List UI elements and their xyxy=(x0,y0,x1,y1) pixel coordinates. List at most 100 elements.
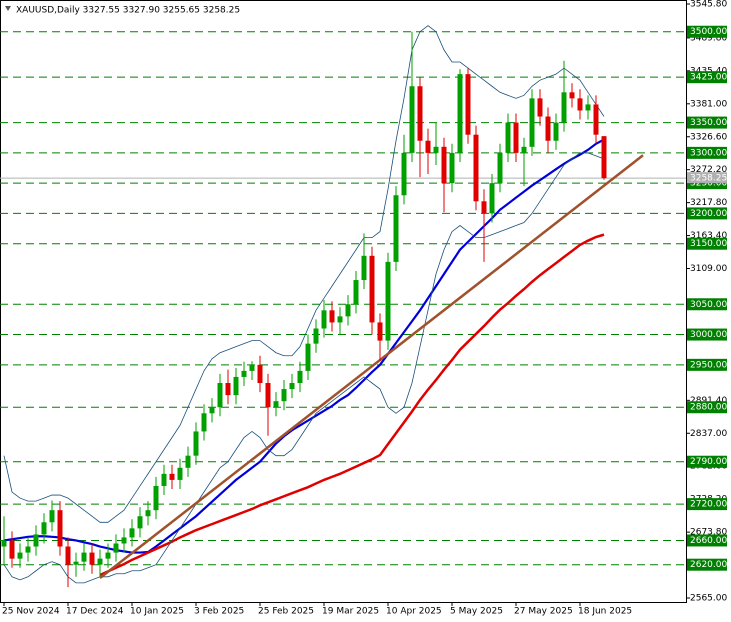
y-tick-label: 3109.00 xyxy=(690,264,727,274)
candle-body xyxy=(185,455,191,468)
x-tick-label: 25 Feb 2025 xyxy=(258,607,314,617)
current-price-label: 3258.25 xyxy=(690,174,727,184)
candle-body xyxy=(369,255,375,323)
candle-body xyxy=(89,552,95,565)
candle-body xyxy=(273,401,279,408)
plot-frame xyxy=(0,0,687,603)
candle-body xyxy=(337,316,343,323)
candle-body xyxy=(257,364,263,384)
candle-body xyxy=(497,152,503,184)
y-tick-label: 2837.00 xyxy=(690,429,727,439)
level-label-box xyxy=(687,498,727,511)
candle-body xyxy=(233,376,239,396)
candle-body xyxy=(505,122,511,153)
candle-body xyxy=(449,152,455,184)
level-label: 2950.00 xyxy=(690,360,727,370)
y-tick-label: 3217.80 xyxy=(690,198,727,208)
candle-body xyxy=(569,92,575,99)
candle-body xyxy=(121,537,127,544)
level-label: 3000.00 xyxy=(690,330,727,340)
candle-body xyxy=(217,383,223,408)
candle-body xyxy=(225,383,231,396)
candle-body xyxy=(105,552,111,559)
candle-body xyxy=(577,98,583,111)
candle-body xyxy=(49,510,55,523)
x-tick-label: 10 Jan 2025 xyxy=(130,607,184,617)
level-label-box xyxy=(687,401,727,414)
level-label-box xyxy=(687,558,727,571)
candle-body xyxy=(529,98,535,147)
candle-body xyxy=(137,516,143,529)
candle-body xyxy=(161,473,167,486)
level-label: 2790.00 xyxy=(690,457,727,467)
indicator-line xyxy=(3,152,605,584)
x-tick-label: 17 Dec 2024 xyxy=(66,607,124,617)
level-label-box xyxy=(687,116,727,129)
level-label: 3150.00 xyxy=(690,239,727,249)
candle-body xyxy=(249,364,255,371)
indicator-line xyxy=(99,233,605,577)
candle-body xyxy=(65,546,71,565)
candle-body xyxy=(481,201,487,214)
candle-body xyxy=(513,122,519,153)
level-label: 3300.00 xyxy=(690,148,727,158)
candle-body xyxy=(545,116,551,141)
y-tick-label: 2565.00 xyxy=(690,594,727,604)
level-label-box xyxy=(687,358,727,371)
level-label: 3050.00 xyxy=(690,300,727,310)
candle-body xyxy=(521,146,527,153)
level-label: 2880.00 xyxy=(690,403,727,413)
y-tick-label: 3489.80 xyxy=(690,33,727,43)
symbol-icon xyxy=(5,6,11,11)
candle-body xyxy=(265,383,271,408)
candle-body xyxy=(377,322,383,341)
candle-body xyxy=(289,383,295,390)
level-label: 3500.00 xyxy=(690,27,727,37)
candle-body xyxy=(361,255,367,281)
candle-body xyxy=(433,146,439,153)
y-tick-label: 3381.00 xyxy=(690,99,727,109)
y-tick-label: 3163.40 xyxy=(690,231,727,241)
candle-body xyxy=(177,467,183,480)
indicator-line xyxy=(3,138,605,554)
chart-title: XAUUSD,Daily 3327.55 3327.90 3255.65 325… xyxy=(16,6,240,16)
candle-body xyxy=(385,261,391,341)
candle-body xyxy=(465,74,471,135)
candle-body xyxy=(457,74,463,153)
candle-body xyxy=(281,389,287,402)
y-tick-label: 3545.80 xyxy=(690,0,727,10)
candle-body xyxy=(305,343,311,371)
level-label-box xyxy=(687,328,727,341)
candle-body xyxy=(353,280,359,305)
level-label-box xyxy=(687,207,727,220)
level-label-box xyxy=(687,455,727,468)
candle-body xyxy=(129,528,135,538)
candle-body xyxy=(345,304,351,317)
candle-body xyxy=(537,98,543,117)
candle-body xyxy=(473,134,479,202)
level-label: 2620.00 xyxy=(690,560,727,570)
candle-body xyxy=(1,540,7,547)
current-price-box xyxy=(687,172,727,184)
x-tick-label: 3 Feb 2025 xyxy=(194,607,244,617)
level-label: 3350.00 xyxy=(690,118,727,128)
candle-body xyxy=(41,522,47,535)
candle-body xyxy=(57,510,63,547)
y-tick-label: 3326.60 xyxy=(690,132,727,142)
level-label: 3200.00 xyxy=(690,209,727,219)
candle-body xyxy=(297,370,303,384)
level-label-box xyxy=(687,71,727,84)
trend-line xyxy=(99,154,644,580)
x-tick-label: 18 Jun 2025 xyxy=(578,607,632,617)
x-tick-label: 19 Mar 2025 xyxy=(322,607,379,617)
candle-body xyxy=(425,140,431,153)
y-tick-label: 2673.80 xyxy=(690,528,727,538)
candle-body xyxy=(561,92,567,123)
candle-body xyxy=(145,510,151,517)
candle-body xyxy=(9,540,15,559)
candle-body xyxy=(401,152,407,196)
level-label-box xyxy=(687,237,727,250)
level-label: 3250.00 xyxy=(690,179,727,189)
x-tick-label: 25 Nov 2024 xyxy=(2,607,60,617)
